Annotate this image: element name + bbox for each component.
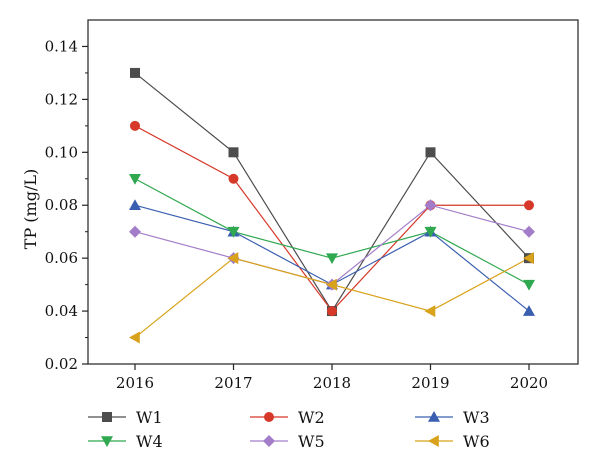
point-w4-2020: [523, 279, 535, 291]
legend-label-w4: W4: [136, 432, 163, 451]
y-tick-label-1: 0.04: [45, 302, 78, 320]
point-w4-2019: [424, 226, 437, 238]
y-tick-label-6: 0.14: [45, 37, 78, 55]
point-w4-2017: [227, 226, 240, 238]
y-tick-label-4: 0.10: [45, 143, 78, 161]
legend-marker-w4: [101, 436, 113, 447]
legend-label-w2: W2: [298, 408, 325, 427]
point-w2-2017: [228, 173, 239, 184]
legend-marker-w1: [102, 412, 112, 422]
point-w3-2020: [523, 305, 535, 316]
series-line-w5: [134, 204, 530, 286]
y-tick-label-2: 0.06: [45, 249, 78, 267]
y-axis-title: TP (mg/L): [21, 169, 40, 249]
x-tick-label-3: 2019: [411, 374, 449, 392]
point-w6-2020: [523, 252, 534, 265]
point-w6-2017: [227, 252, 239, 265]
point-w1-2016: [130, 67, 140, 78]
axes: 0.02 0.04 0.06 0.08 0.10 0.12 0.14 2016 2017 2018…: [45, 19, 579, 392]
legend-label-w6: W6: [463, 432, 490, 451]
legend-marker-w2: [264, 412, 274, 422]
x-tick-label-2: 2018: [313, 374, 351, 392]
point-w6-2016: [129, 331, 140, 344]
point-w4-2016: [129, 173, 141, 185]
legend-marker-w6: [428, 435, 439, 447]
point-w5-2020: [523, 225, 535, 238]
series-lines: [134, 72, 530, 339]
point-w2-2018: [327, 306, 337, 317]
y-tick-label-3: 0.08: [45, 196, 78, 214]
y-tick-label-0: 0.02: [45, 355, 78, 373]
plot-frame: [87, 19, 579, 365]
point-w5-2016: [129, 225, 141, 238]
point-w1-2019: [425, 147, 436, 158]
point-w3-2016: [129, 199, 141, 211]
point-w1-2017: [228, 147, 239, 158]
point-w2-2016: [130, 120, 140, 131]
legend-marker-w3: [428, 411, 440, 422]
legend-label-w3: W3: [463, 408, 490, 427]
x-tick-label-0: 2016: [116, 374, 154, 392]
series-markers: [129, 67, 535, 344]
series-line-w1: [134, 72, 530, 313]
legend-label-w5: W5: [298, 432, 325, 451]
legend-label-w1: W1: [136, 408, 163, 427]
y-tick-label-5: 0.12: [45, 90, 78, 108]
point-w6-2019: [424, 305, 436, 318]
series-line-w6: [134, 257, 530, 339]
legend: W1 W2 W3 W4 W5 W6: [88, 408, 490, 451]
point-w2-2020: [524, 200, 534, 211]
point-w4-2018: [326, 253, 338, 265]
x-tick-label-4: 2020: [510, 374, 548, 392]
x-tick-label-1: 2017: [214, 374, 252, 392]
point-w6-2018: [326, 278, 337, 291]
legend-marker-w5: [263, 435, 275, 447]
point-w5-2019: [424, 199, 437, 212]
